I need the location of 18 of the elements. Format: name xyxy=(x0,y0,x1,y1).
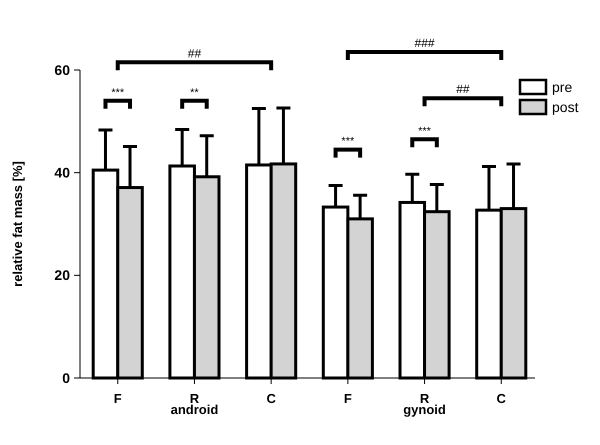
x-tick-label: C xyxy=(496,391,507,406)
y-tick-label: 0 xyxy=(62,370,70,386)
x-tick-label: C xyxy=(266,391,276,406)
y-tick-label: 60 xyxy=(54,62,70,78)
annotation: ** xyxy=(190,86,200,99)
annotation: *** xyxy=(418,125,432,138)
y-axis-title: relative fat mass [%] xyxy=(10,161,25,287)
text: ## xyxy=(188,46,202,60)
legend-label: pre xyxy=(552,78,572,95)
x-tick-label: F xyxy=(344,391,352,406)
annotation: *** xyxy=(111,86,125,99)
y-tick-label: 40 xyxy=(54,164,70,181)
annotation: *** xyxy=(341,136,355,148)
annotation: ## xyxy=(456,82,470,96)
legend-label: post xyxy=(552,98,579,115)
x-tick-label: F xyxy=(114,391,122,406)
text: ### xyxy=(414,36,435,50)
y-tick-label: 20 xyxy=(54,267,70,284)
